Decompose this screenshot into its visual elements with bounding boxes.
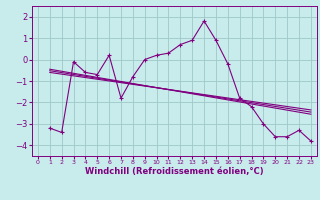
X-axis label: Windchill (Refroidissement éolien,°C): Windchill (Refroidissement éolien,°C): [85, 167, 264, 176]
